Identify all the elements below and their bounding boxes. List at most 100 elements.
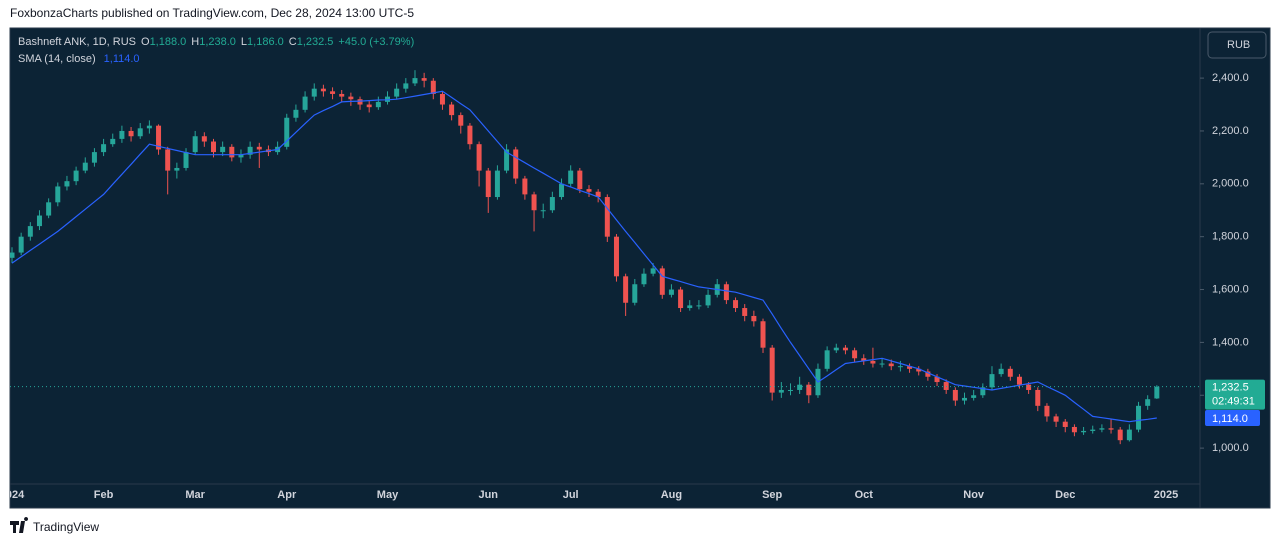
- candle-body: [247, 146, 253, 155]
- candle-body: [980, 387, 986, 396]
- candle-body: [201, 136, 207, 142]
- x-tick-label: Apr: [277, 489, 297, 501]
- candle-body: [27, 226, 33, 237]
- candle-body: [430, 80, 436, 94]
- sma-box: [1205, 409, 1260, 426]
- x-tick-label: Dec: [1055, 489, 1075, 501]
- candle-body: [522, 178, 528, 195]
- change: +45.0 (+3.79%): [338, 36, 414, 48]
- candle-body: [513, 149, 519, 179]
- candle-body: [971, 395, 977, 398]
- x-tick-label: Aug: [661, 489, 682, 501]
- candle-body: [742, 308, 748, 316]
- candle-body: [870, 360, 876, 364]
- c: 1,232.5: [297, 36, 334, 48]
- candle-body: [943, 382, 949, 390]
- candle-body: [1145, 399, 1151, 406]
- candle-body: [586, 189, 592, 192]
- candle-body: [998, 368, 1004, 375]
- candle-body: [540, 210, 546, 212]
- candle-body: [1053, 416, 1059, 422]
- candle-body: [119, 130, 125, 139]
- candle-body: [375, 101, 381, 108]
- x-tick-label: Mar: [185, 489, 205, 501]
- candle-body: [861, 358, 867, 361]
- y-tick-label: 1,400.0: [1212, 336, 1249, 348]
- footer: TradingView: [10, 517, 99, 534]
- candle-body: [668, 289, 674, 295]
- symbol: Bashneft ANK, 1D, RUS: [18, 36, 136, 48]
- candle-body: [531, 194, 537, 211]
- l: 1,186.0: [247, 36, 284, 48]
- candle-body: [650, 268, 656, 274]
- logo: [10, 517, 29, 533]
- candle-body: [174, 167, 180, 171]
- candle-body: [723, 284, 729, 301]
- candle-body: [320, 88, 326, 92]
- sma-value: 1,114.0: [104, 53, 140, 65]
- last-price-box: [1205, 379, 1265, 410]
- candle-body: [1126, 429, 1132, 441]
- h: 1,238.0: [199, 36, 236, 48]
- candle-body: [989, 374, 995, 388]
- candle-body: [549, 197, 555, 211]
- candle-body: [302, 96, 308, 110]
- candle-body: [879, 363, 885, 365]
- candle-body: [733, 300, 739, 309]
- candle-body: [183, 152, 189, 168]
- c-key: C: [289, 36, 297, 48]
- y-tick-label: 1,800.0: [1212, 231, 1249, 243]
- currency[interactable]: RUB: [1227, 39, 1250, 51]
- plot: 2024 Feb Mar Apr May Jun Jul Aug Sep Oct Nov Dec 202…: [10, 70, 1200, 501]
- candle-body: [110, 138, 116, 145]
- candle-body: [284, 117, 290, 147]
- y-tick-label: 1,600.0: [1212, 283, 1249, 295]
- candle-body: [357, 99, 363, 105]
- candle-body: [1117, 429, 1123, 441]
- candle-body: [1154, 386, 1160, 399]
- x-tick-label: Feb: [94, 489, 114, 501]
- candle-body: [833, 347, 839, 351]
- candle-body: [494, 170, 500, 198]
- candle-body: [559, 183, 565, 198]
- candle-body: [210, 141, 216, 153]
- candle-body: [842, 347, 848, 351]
- candle-body: [82, 162, 88, 171]
- x-tick-label: Jul: [563, 489, 579, 501]
- h-key: H: [191, 36, 199, 48]
- sma-price-label: 1,114.0: [1212, 413, 1248, 425]
- candle-body: [36, 215, 42, 227]
- candle-body: [91, 152, 97, 163]
- candle-body: [449, 104, 455, 116]
- candle-body: [421, 78, 427, 81]
- candle-body: [604, 197, 610, 237]
- candle-body: [687, 305, 693, 309]
- x-tick-label: Nov: [963, 489, 985, 501]
- candle-body: [137, 128, 143, 137]
- candle-body: [165, 149, 171, 171]
- candle-body: [934, 376, 940, 383]
- candle-body: [1071, 426, 1077, 433]
- candle-body: [156, 125, 162, 150]
- candle-body: [1062, 421, 1068, 427]
- candle-body: [220, 146, 226, 153]
- candle-body: [18, 236, 24, 253]
- candle-body: [678, 289, 684, 309]
- candle-body: [439, 93, 445, 105]
- candle-body: [595, 191, 601, 198]
- l-key: L: [241, 36, 247, 48]
- candle-body: [705, 294, 711, 306]
- chart-panel: [9, 27, 1271, 509]
- candle-body: [916, 368, 922, 372]
- candle-body: [952, 389, 958, 401]
- currency-button[interactable]: [1207, 31, 1267, 59]
- y-tick-label: 2,000.0: [1212, 178, 1249, 190]
- candle-body: [366, 104, 372, 108]
- last-price-label: 1,232.5: [1212, 382, 1249, 394]
- sma-name: SMA (14, close): [18, 53, 96, 65]
- candle-body: [458, 115, 464, 126]
- candle-body: [128, 130, 134, 137]
- candle-body: [962, 397, 968, 401]
- candle-body: [641, 273, 647, 285]
- candle-body: [1090, 429, 1096, 431]
